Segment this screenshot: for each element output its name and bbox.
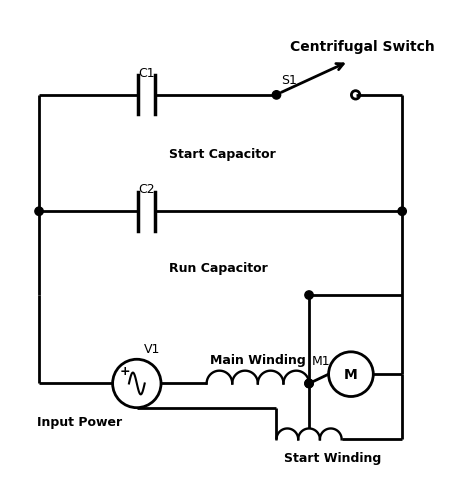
Text: Main Winding: Main Winding: [209, 353, 305, 366]
Text: Run Capacitor: Run Capacitor: [169, 261, 268, 274]
Text: M: M: [344, 367, 357, 381]
Text: C2: C2: [137, 182, 154, 196]
Circle shape: [272, 91, 280, 100]
Circle shape: [304, 291, 313, 300]
Text: M1: M1: [311, 354, 329, 367]
Text: Centrifugal Switch: Centrifugal Switch: [289, 40, 434, 54]
Text: C1: C1: [137, 66, 154, 79]
Text: Start Winding: Start Winding: [283, 451, 380, 464]
Circle shape: [304, 379, 313, 388]
Circle shape: [397, 208, 405, 216]
Text: Start Capacitor: Start Capacitor: [169, 147, 276, 160]
Text: V1: V1: [143, 342, 160, 355]
Text: +: +: [119, 364, 130, 377]
Circle shape: [304, 379, 313, 388]
Text: Input Power: Input Power: [37, 415, 121, 428]
Circle shape: [35, 208, 43, 216]
Text: S1: S1: [280, 75, 296, 87]
